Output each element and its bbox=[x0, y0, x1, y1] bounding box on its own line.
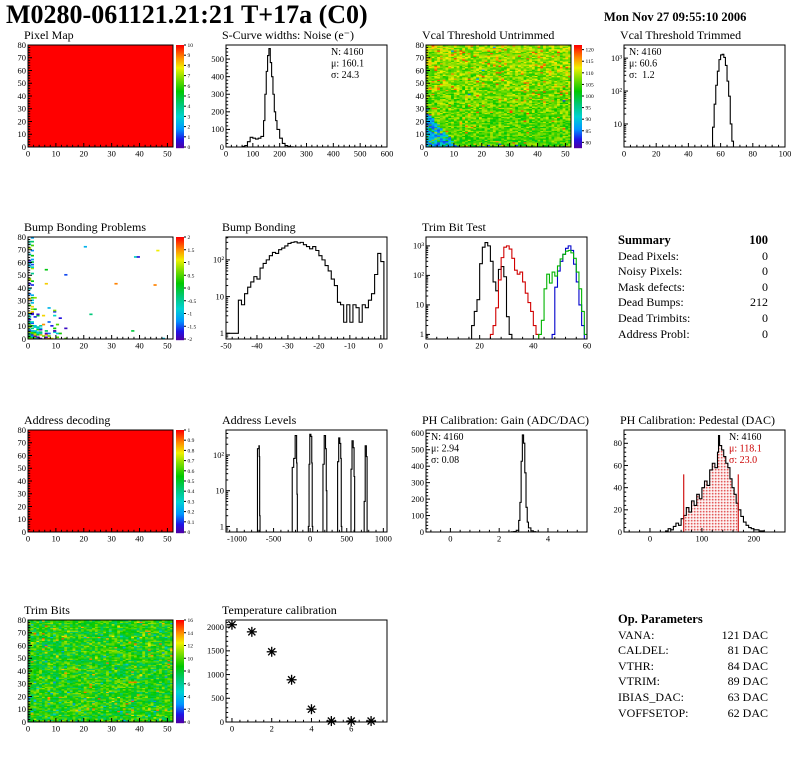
panel-ph-pedestal: PH Calibration: Pedestal (DAC) bbox=[598, 414, 794, 547]
op-parameter-value: 84 DAC bbox=[727, 658, 768, 673]
chart-title: Temperature calibration bbox=[222, 603, 337, 617]
summary-value: 0 bbox=[762, 279, 768, 294]
summary-score: 100 bbox=[749, 233, 768, 247]
summary-panel: Summary 100 Dead Pixels: 0 Noisy Pixels:… bbox=[600, 233, 796, 342]
chart-title: Vcal Threshold Trimmed bbox=[620, 28, 742, 42]
chart-title: PH Calibration: Gain (ADC/DAC) bbox=[422, 413, 589, 427]
pixel-map-canvas bbox=[2, 42, 198, 162]
panel-address-levels: Address Levels bbox=[200, 414, 396, 547]
summary-label: Dead Trimbits: bbox=[618, 310, 691, 325]
panel-bump-problems: Bump Bonding Problems bbox=[2, 221, 198, 354]
bump-problems-canvas bbox=[2, 234, 198, 354]
summary-label: Dead Bumps: bbox=[618, 295, 684, 310]
panel-trim-bits: Trim Bits bbox=[2, 604, 198, 737]
op-parameter-label: VTRIM: bbox=[618, 674, 660, 689]
op-parameter-value: 63 DAC bbox=[727, 689, 768, 704]
summary-row: Dead Bumps: 212 bbox=[618, 295, 768, 311]
chart-title: Pixel Map bbox=[24, 28, 74, 42]
summary-value: 212 bbox=[750, 295, 768, 310]
op-parameter-label: IBIAS_DAC: bbox=[618, 689, 685, 704]
summary-label: Noisy Pixels: bbox=[618, 264, 683, 279]
panel-trim-bit-test: Trim Bit Test bbox=[400, 221, 596, 354]
op-parameter-label: CALDEL: bbox=[618, 643, 669, 658]
summary-value: 0 bbox=[762, 248, 768, 263]
op-parameter-row: VOFFSETOP: 62 DAC bbox=[618, 706, 768, 722]
panel-vcal-untrimmed: Vcal Threshold Untrimmed bbox=[400, 29, 596, 162]
panel-address-decoding: Address decoding bbox=[2, 414, 198, 547]
panel-vcal-trimmed: Vcal Threshold Trimmed bbox=[598, 29, 794, 162]
chart-title: Bump Bonding bbox=[222, 220, 296, 234]
op-parameter-label: VANA: bbox=[618, 627, 655, 642]
ph-pedestal-canvas bbox=[598, 427, 794, 547]
op-parameters-heading: Op. Parameters bbox=[618, 612, 703, 626]
summary-row: Mask defects: 0 bbox=[618, 280, 768, 296]
op-parameter-value: 62 DAC bbox=[727, 705, 768, 720]
panel-ph-gain: PH Calibration: Gain (ADC/DAC) bbox=[400, 414, 596, 547]
chart-title: Address decoding bbox=[24, 413, 111, 427]
address-decoding-canvas bbox=[2, 427, 198, 547]
summary-value: 0 bbox=[762, 264, 768, 279]
chart-title: Bump Bonding Problems bbox=[24, 220, 147, 234]
op-parameter-row: VANA: 121 DAC bbox=[618, 628, 768, 644]
summary-row: Dead Pixels: 0 bbox=[618, 249, 768, 265]
panel-scurve-noise: S-Curve widths: Noise (e⁻) bbox=[200, 29, 396, 162]
summary-row: Dead Trimbits: 0 bbox=[618, 311, 768, 327]
temp-calibration-canvas bbox=[200, 617, 396, 737]
op-parameter-row: IBIAS_DAC: 63 DAC bbox=[618, 690, 768, 706]
op-parameter-row: CALDEL: 81 DAC bbox=[618, 643, 768, 659]
op-parameters-panel: Op. Parameters VANA: 121 DAC CALDEL: 81 … bbox=[600, 612, 796, 721]
summary-heading-row: Summary 100 bbox=[618, 233, 768, 249]
summary-label: Address Probl: bbox=[618, 326, 690, 341]
summary-value: 0 bbox=[762, 310, 768, 325]
op-parameters-heading-row: Op. Parameters bbox=[618, 612, 768, 628]
op-parameter-row: VTHR: 84 DAC bbox=[618, 659, 768, 675]
op-parameter-label: VOFFSETOP: bbox=[618, 705, 689, 720]
trim-bit-test-canvas bbox=[400, 234, 596, 354]
address-levels-canvas bbox=[200, 427, 396, 547]
op-parameter-value: 121 DAC bbox=[721, 627, 768, 642]
chart-title: Address Levels bbox=[222, 413, 297, 427]
vcal-untrimmed-canvas bbox=[400, 42, 596, 162]
chart-title: PH Calibration: Pedestal (DAC) bbox=[620, 413, 775, 427]
trim-bits-canvas bbox=[2, 617, 198, 737]
summary-label: Mask defects: bbox=[618, 279, 685, 294]
bump-bonding-canvas bbox=[200, 234, 396, 354]
ph-gain-canvas bbox=[400, 427, 596, 547]
chart-title: Trim Bits bbox=[24, 603, 70, 617]
summary-row: Noisy Pixels: 0 bbox=[618, 264, 768, 280]
op-parameter-value: 89 DAC bbox=[727, 674, 768, 689]
summary-value: 0 bbox=[762, 326, 768, 341]
panel-temp-calibration: Temperature calibration bbox=[200, 604, 396, 737]
chart-title: Vcal Threshold Untrimmed bbox=[422, 28, 555, 42]
summary-heading: Summary bbox=[618, 233, 671, 247]
page-title: M0280-061121.21:21 T+17a (C0) bbox=[6, 0, 368, 29]
panel-pixel-map: Pixel Map bbox=[2, 29, 198, 162]
summary-label: Dead Pixels: bbox=[618, 248, 679, 263]
op-parameter-value: 81 DAC bbox=[727, 643, 768, 658]
timestamp: Mon Nov 27 09:55:10 2006 bbox=[604, 10, 747, 24]
vcal-trimmed-canvas bbox=[598, 42, 794, 162]
summary-row: Address Probl: 0 bbox=[618, 327, 768, 343]
scurve-noise-canvas bbox=[200, 42, 396, 162]
op-parameter-row: VTRIM: 89 DAC bbox=[618, 674, 768, 690]
op-parameter-label: VTHR: bbox=[618, 658, 654, 673]
chart-title: S-Curve widths: Noise (e⁻) bbox=[222, 28, 354, 42]
panel-bump-bonding: Bump Bonding bbox=[200, 221, 396, 354]
chart-title: Trim Bit Test bbox=[422, 220, 486, 234]
